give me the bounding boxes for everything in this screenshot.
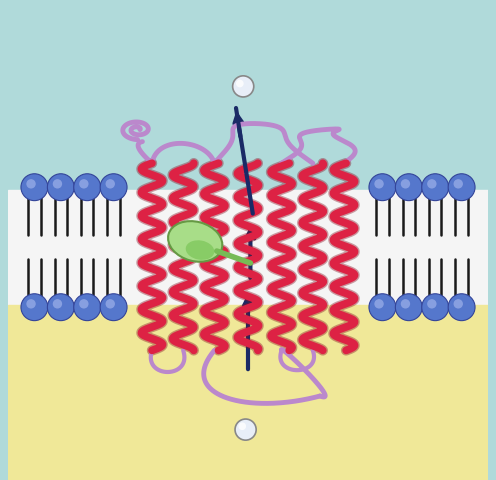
Circle shape (100, 174, 127, 201)
Circle shape (53, 299, 62, 309)
Circle shape (47, 294, 74, 321)
Circle shape (453, 179, 463, 189)
Circle shape (374, 299, 384, 309)
Circle shape (21, 294, 48, 321)
Circle shape (79, 299, 89, 309)
Circle shape (369, 174, 396, 201)
Bar (8, 190, 488, 305)
Circle shape (422, 174, 449, 201)
Circle shape (53, 179, 62, 189)
Circle shape (21, 174, 48, 201)
Ellipse shape (186, 240, 214, 260)
Circle shape (106, 179, 115, 189)
Circle shape (448, 174, 475, 201)
Circle shape (453, 299, 463, 309)
Circle shape (422, 294, 449, 321)
Circle shape (74, 294, 101, 321)
Circle shape (401, 299, 410, 309)
Circle shape (395, 294, 422, 321)
Circle shape (448, 294, 475, 321)
Circle shape (369, 294, 396, 321)
Circle shape (374, 179, 384, 189)
Circle shape (26, 299, 36, 309)
Circle shape (233, 76, 254, 97)
Circle shape (47, 174, 74, 201)
Circle shape (26, 179, 36, 189)
Circle shape (100, 294, 127, 321)
Bar (8, 305, 488, 480)
Circle shape (74, 174, 101, 201)
Circle shape (427, 299, 436, 309)
Circle shape (395, 174, 422, 201)
Circle shape (239, 422, 246, 430)
Bar (8, 0, 488, 190)
Circle shape (235, 419, 256, 440)
Ellipse shape (168, 221, 222, 262)
Circle shape (427, 179, 436, 189)
Circle shape (106, 299, 115, 309)
Circle shape (79, 179, 89, 189)
Circle shape (236, 80, 244, 87)
Circle shape (401, 179, 410, 189)
